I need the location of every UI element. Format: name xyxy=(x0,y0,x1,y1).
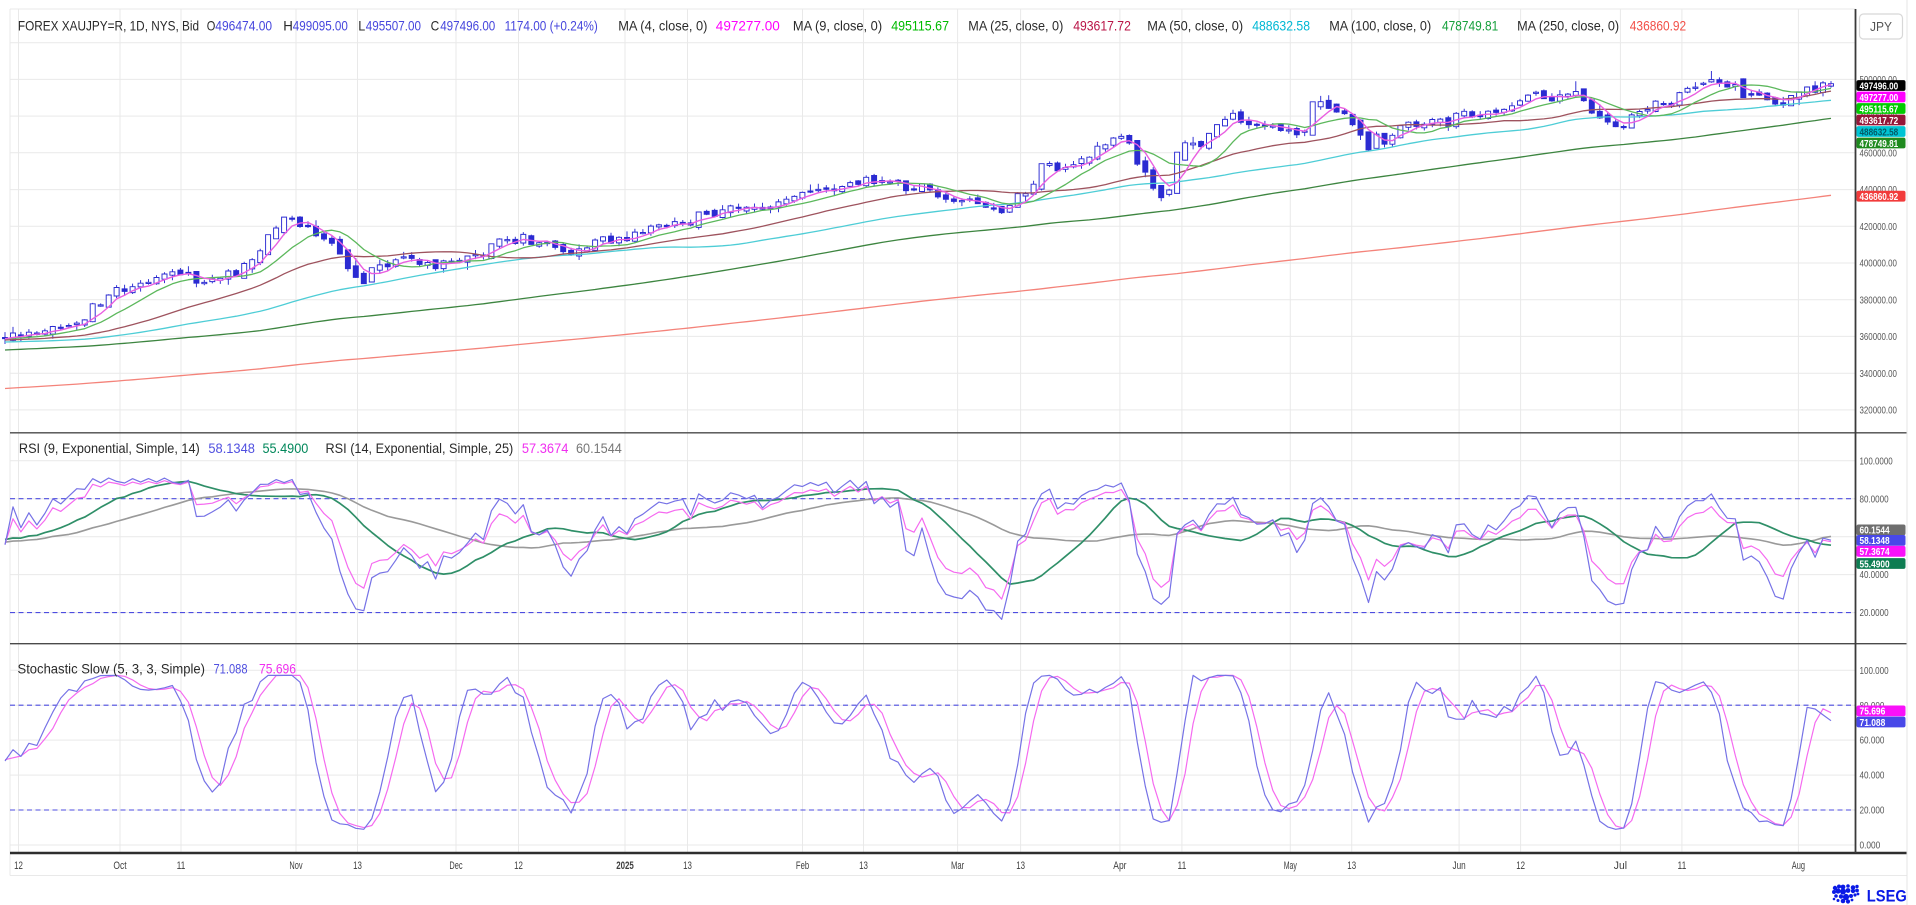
svg-text:58.1348: 58.1348 xyxy=(208,441,255,456)
svg-text:O: O xyxy=(207,19,216,34)
svg-text:RSI (14, Exponential, Simple,: RSI (14, Exponential, Simple, 25) xyxy=(326,441,514,456)
svg-text:13: 13 xyxy=(1016,860,1025,872)
svg-text:0.000: 0.000 xyxy=(1860,840,1881,852)
svg-text:13: 13 xyxy=(1347,860,1356,872)
svg-text:40.000: 40.000 xyxy=(1860,770,1885,782)
svg-text:495115.67: 495115.67 xyxy=(1860,103,1899,115)
svg-text:340000.00: 340000.00 xyxy=(1860,368,1898,380)
svg-text:497277.00: 497277.00 xyxy=(1860,92,1899,104)
svg-text:MA (50, close, 0): MA (50, close, 0) xyxy=(1147,19,1243,34)
svg-text:488632.58: 488632.58 xyxy=(1860,126,1899,138)
svg-text:LSEG: LSEG xyxy=(1867,887,1907,905)
svg-text:55.4900: 55.4900 xyxy=(263,441,309,456)
svg-text:FOREX XAUJPY=R, 1D, NYS, Bid: FOREX XAUJPY=R, 1D, NYS, Bid xyxy=(18,19,199,34)
svg-text:71.088: 71.088 xyxy=(1860,717,1886,729)
svg-text:100.000: 100.000 xyxy=(1860,665,1889,677)
svg-text:12: 12 xyxy=(14,860,23,872)
svg-text:436860.92: 436860.92 xyxy=(1630,19,1686,34)
svg-text:Jun: Jun xyxy=(1453,860,1466,872)
svg-text:478749.81: 478749.81 xyxy=(1442,19,1498,34)
svg-text:11: 11 xyxy=(177,860,186,872)
svg-text:May: May xyxy=(1284,860,1298,872)
svg-text:60.1544: 60.1544 xyxy=(576,441,622,456)
svg-text:40.0000: 40.0000 xyxy=(1860,569,1889,581)
svg-text:71.088: 71.088 xyxy=(214,662,248,677)
svg-text:Apr: Apr xyxy=(1113,860,1126,872)
svg-text:20.0000: 20.0000 xyxy=(1860,607,1889,619)
svg-text:497496.00: 497496.00 xyxy=(440,19,495,34)
svg-text:Stochastic Slow (5, 3, 3, Simp: Stochastic Slow (5, 3, 3, Simple) xyxy=(18,662,206,677)
svg-text:RSI (9, Exponential, Simple, 1: RSI (9, Exponential, Simple, 14) xyxy=(19,441,200,456)
svg-text:MA (25, close, 0): MA (25, close, 0) xyxy=(968,19,1063,34)
svg-text:497496.00: 497496.00 xyxy=(1860,80,1899,92)
svg-text:13: 13 xyxy=(353,860,362,872)
svg-text:Nov: Nov xyxy=(289,860,303,872)
svg-text:12: 12 xyxy=(514,860,523,872)
svg-text:488632.58: 488632.58 xyxy=(1252,19,1310,34)
svg-text:57.3674: 57.3674 xyxy=(1860,546,1890,558)
svg-text:380000.00: 380000.00 xyxy=(1860,294,1898,306)
svg-text:60.1544: 60.1544 xyxy=(1860,525,1890,537)
svg-text:478749.81: 478749.81 xyxy=(1860,138,1899,150)
svg-text:MA (250, close, 0): MA (250, close, 0) xyxy=(1517,19,1619,34)
svg-text:75.696: 75.696 xyxy=(1860,706,1886,718)
svg-text:2025: 2025 xyxy=(616,860,634,872)
svg-text:Feb: Feb xyxy=(796,860,809,872)
svg-text:12: 12 xyxy=(1516,860,1525,872)
svg-text:436860.92: 436860.92 xyxy=(1860,191,1899,203)
svg-text:Oct: Oct xyxy=(113,860,126,872)
svg-text:57.3674: 57.3674 xyxy=(522,441,569,456)
svg-text:497277.00: 497277.00 xyxy=(716,19,780,34)
svg-text:496474.00: 496474.00 xyxy=(215,19,272,34)
svg-text:100.0000: 100.0000 xyxy=(1860,455,1893,467)
svg-text:Mar: Mar xyxy=(951,860,964,872)
svg-text:75.696: 75.696 xyxy=(259,662,296,677)
svg-text:MA (9, close, 0): MA (9, close, 0) xyxy=(793,19,882,34)
svg-text:11: 11 xyxy=(1678,860,1687,872)
svg-text:80.0000: 80.0000 xyxy=(1860,493,1889,505)
svg-text:13: 13 xyxy=(683,860,692,872)
svg-text:JPY: JPY xyxy=(1870,20,1893,34)
svg-text:H: H xyxy=(283,19,293,34)
svg-text:499095.00: 499095.00 xyxy=(293,19,348,34)
svg-text:1174.00 (+0.24%): 1174.00 (+0.24%) xyxy=(505,19,598,34)
svg-text:MA (100, close, 0): MA (100, close, 0) xyxy=(1329,19,1431,34)
svg-text:13: 13 xyxy=(859,860,868,872)
svg-text:60.000: 60.000 xyxy=(1860,735,1885,747)
svg-text:11: 11 xyxy=(1178,860,1187,872)
svg-text:493617.72: 493617.72 xyxy=(1073,19,1131,34)
svg-text:493617.72: 493617.72 xyxy=(1860,115,1899,127)
svg-text:420000.00: 420000.00 xyxy=(1860,221,1898,233)
svg-text:320000.00: 320000.00 xyxy=(1860,405,1898,417)
svg-text:55.4900: 55.4900 xyxy=(1860,558,1890,570)
svg-text:495507.00: 495507.00 xyxy=(366,19,421,34)
svg-text:460000.00: 460000.00 xyxy=(1860,147,1898,159)
svg-text:400000.00: 400000.00 xyxy=(1860,258,1898,270)
svg-text:L: L xyxy=(358,19,365,34)
svg-text:Jul: Jul xyxy=(1614,860,1627,872)
svg-text:Aug: Aug xyxy=(1792,860,1805,872)
svg-text:360000.00: 360000.00 xyxy=(1860,331,1898,343)
svg-text:20.000: 20.000 xyxy=(1860,805,1885,817)
svg-text:MA (4, close, 0): MA (4, close, 0) xyxy=(618,19,707,34)
svg-text:C: C xyxy=(431,19,440,34)
svg-text:495115.67: 495115.67 xyxy=(891,19,949,34)
svg-text:Dec: Dec xyxy=(449,860,463,872)
svg-text:58.1348: 58.1348 xyxy=(1860,535,1890,547)
